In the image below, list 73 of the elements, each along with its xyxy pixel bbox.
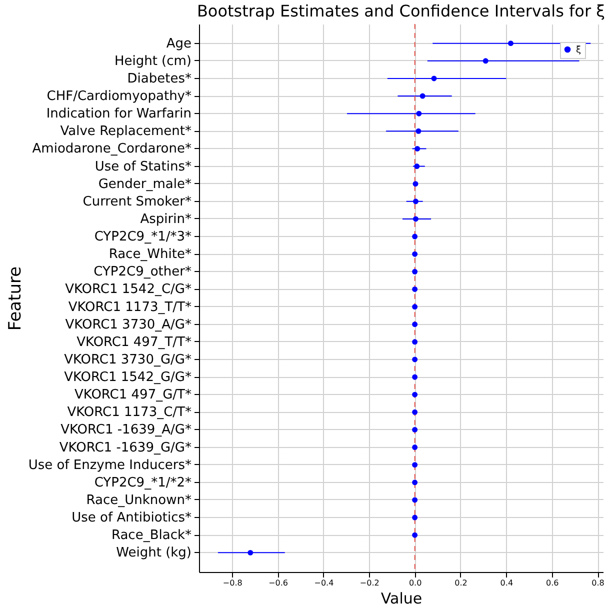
- y-tick-label: Gender_male*: [98, 176, 192, 192]
- y-tick-label: VKORC1 3730_A/G*: [65, 317, 192, 332]
- y-tick-label: VKORC1 497_T/T*: [76, 334, 192, 350]
- y-tick-label: Current Smoker*: [82, 194, 192, 210]
- y-tick-label: Use of Statins*: [94, 159, 192, 174]
- chart-title: Bootstrap Estimates and Confidence Intervals for ξ: [196, 2, 606, 20]
- y-tick-label: Race_Black*: [111, 528, 192, 544]
- y-tick-label: Use of Antibiotics*: [72, 510, 192, 526]
- point: [412, 251, 418, 257]
- x-axis-title: Value: [380, 590, 422, 608]
- y-tick-label: VKORC1 497_G/T*: [74, 388, 192, 403]
- y-tick-label: VKORC1 1542_G/G*: [64, 370, 192, 386]
- y-tick-label: VKORC1 3730_G/G*: [64, 352, 192, 368]
- y-tick-label: Height (cm): [114, 54, 192, 69]
- legend-label: ξ: [576, 46, 582, 56]
- y-tick-label: Age: [166, 36, 192, 52]
- point: [412, 181, 418, 187]
- y-tick-label: Use of Enzyme Inducers*: [28, 458, 192, 473]
- point: [414, 146, 420, 152]
- x-tick-label: 0.8: [592, 578, 604, 588]
- point: [412, 480, 418, 486]
- point: [412, 198, 418, 204]
- x-tick-label: −0.4: [314, 578, 334, 588]
- point: [412, 286, 418, 292]
- y-tick-label: VKORC1 1173_C/T*: [67, 405, 192, 420]
- y-tick-label: Indication for Warfarin: [46, 106, 192, 122]
- point: [412, 374, 418, 380]
- y-tick-label: VKORC1 -1639_A/G*: [60, 422, 192, 438]
- y-tick-label: CHF/Cardiomyopathy*: [46, 89, 192, 104]
- y-tick-label: VKORC1 1173_T/T*: [68, 300, 192, 315]
- x-tick-label: −0.6: [268, 578, 288, 588]
- point: [416, 128, 422, 134]
- y-tick-label: CYP2C9_*1/*3*: [94, 230, 192, 245]
- point: [508, 40, 514, 46]
- y-tick-label: Valve Replacement*: [60, 124, 192, 140]
- x-tick-label: 0.2: [454, 578, 468, 588]
- point: [412, 339, 418, 345]
- x-tick-label: 0.0: [408, 578, 422, 588]
- x-tick-label: −0.8: [222, 578, 242, 588]
- y-tick-label: Weight (kg): [116, 546, 192, 561]
- point: [412, 392, 418, 398]
- point: [412, 426, 418, 432]
- point: [412, 514, 418, 520]
- point: [420, 93, 426, 99]
- point: [412, 462, 418, 468]
- y-tick-label: CYP2C9_other*: [94, 264, 192, 280]
- point: [412, 497, 418, 503]
- point: [412, 322, 418, 328]
- point: [414, 164, 420, 170]
- point: [412, 268, 418, 274]
- point: [412, 409, 418, 415]
- y-tick-label: Race_Unknown*: [86, 492, 192, 508]
- y-tick-label: Race_White*: [108, 247, 192, 262]
- point: [412, 356, 418, 362]
- y-tick-label: CYP2C9_*1/*2*: [94, 475, 192, 490]
- point: [412, 304, 418, 310]
- point: [482, 58, 488, 64]
- y-tick-label: VKORC1 -1639_G/G*: [59, 440, 192, 456]
- x-tick-label: −0.2: [360, 578, 380, 588]
- x-tick-label: 0.4: [500, 578, 514, 588]
- point: [412, 216, 418, 222]
- y-tick-label: Amiodarone_Cordarone*: [32, 142, 192, 157]
- point: [416, 110, 422, 116]
- y-tick-label: Diabetes*: [127, 71, 192, 86]
- point: [248, 550, 254, 556]
- point: [412, 532, 418, 538]
- y-tick-label: VKORC1 1542_C/G*: [65, 282, 192, 298]
- y-tick-label: Aspirin*: [140, 212, 192, 227]
- x-tick-label: 0.6: [546, 578, 559, 588]
- point: [412, 234, 418, 240]
- point: [431, 76, 437, 82]
- y-axis-title: Feature: [5, 266, 26, 331]
- point: [412, 444, 418, 450]
